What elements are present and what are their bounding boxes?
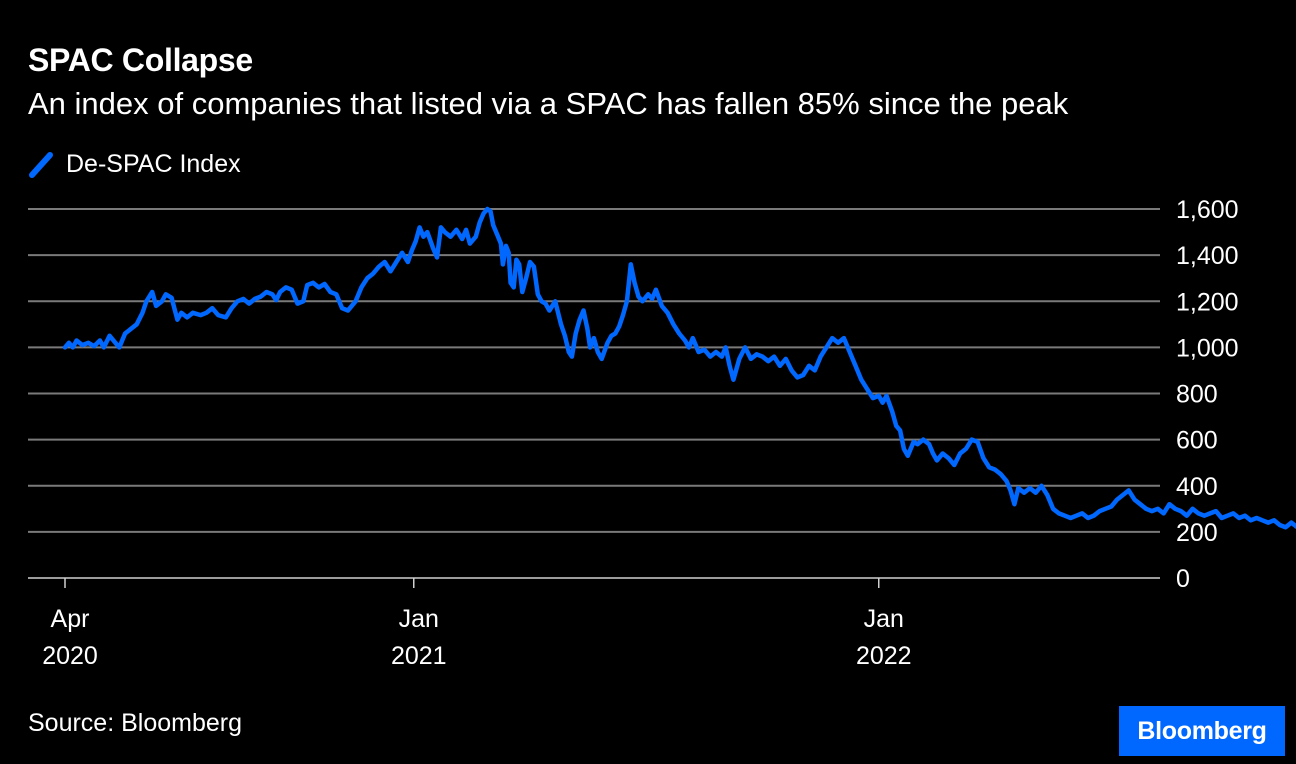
- x-tick-month-0: Apr: [51, 605, 90, 633]
- y-tick-label-400: 400: [1176, 473, 1218, 501]
- x-tick-month-1: Jan: [399, 605, 439, 633]
- legend-label: De-SPAC Index: [66, 150, 241, 178]
- x-tick-year-2: 2022: [856, 642, 912, 670]
- series-line-0: [62, 206, 1296, 530]
- x-axis: Apr2020Jan2021Jan2022Jan2023: [42, 578, 912, 670]
- legend: De-SPAC Index: [28, 150, 241, 179]
- x-tick-year-1: 2021: [391, 642, 447, 670]
- bloomberg-logo: Bloomberg: [1119, 706, 1285, 756]
- y-axis-ticks: 0 200 400 600 800 1,000 1,200 1,400 1,600: [1176, 196, 1239, 593]
- y-tick-label-1200: 1,200: [1176, 288, 1239, 316]
- y-tick-label-0: 0: [1176, 565, 1190, 593]
- y-tick-label-800: 800: [1176, 381, 1218, 409]
- line-swatch-icon: [29, 151, 53, 178]
- series-group: [62, 206, 1296, 530]
- x-tick-year-0: 2020: [42, 642, 98, 670]
- x-tick-month-2: Jan: [864, 605, 904, 633]
- y-tick-label-200: 200: [1176, 519, 1218, 547]
- source-note: Source: Bloomberg: [28, 709, 243, 737]
- chart-title: SPAC Collapse: [28, 42, 253, 78]
- y-tick-label-1600: 1,600: [1176, 196, 1239, 224]
- y-tick-label-1400: 1,400: [1176, 242, 1239, 270]
- y-tick-label-600: 600: [1176, 427, 1218, 455]
- y-tick-label-1000: 1,000: [1176, 334, 1239, 362]
- gridlines: [28, 208, 1160, 579]
- chart-subtitle: An index of companies that listed via a …: [28, 86, 1069, 121]
